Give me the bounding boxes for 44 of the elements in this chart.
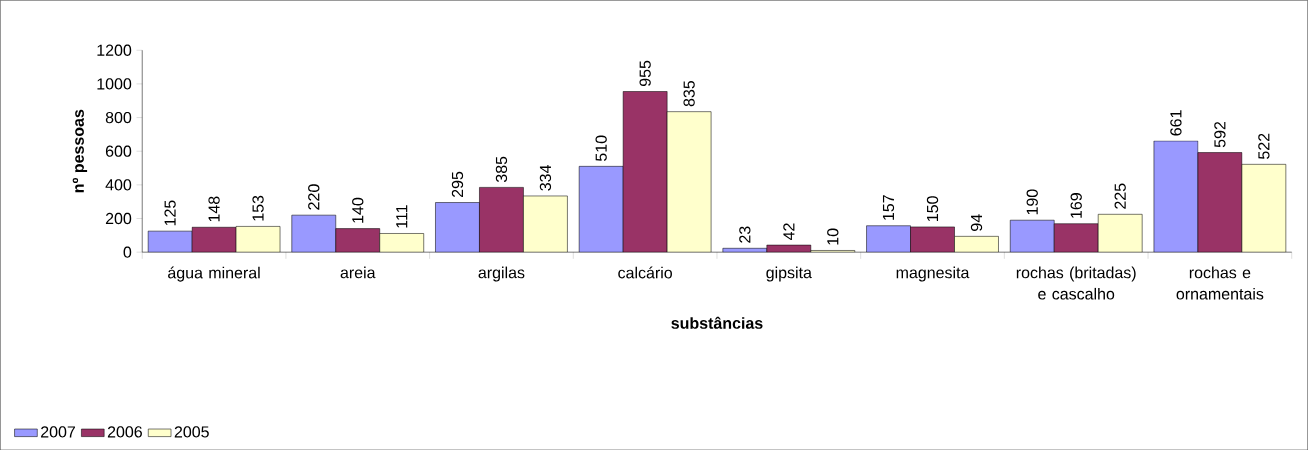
data-label: 661: [1170, 110, 1182, 136]
y-tick-label: 0: [123, 246, 132, 258]
y-tick-label: 200: [105, 212, 132, 224]
x-tick-label: rochas e ornamentais: [1176, 266, 1264, 300]
x-tick-label: rochas (britadas) e cascalho: [1016, 266, 1136, 300]
data-label: 111: [396, 205, 408, 228]
data-label: 157: [882, 194, 895, 220]
y-tick-label: 1200: [97, 44, 132, 56]
data-label: 153: [252, 195, 264, 221]
data-label: 94: [970, 214, 983, 231]
legend-label: 2005: [174, 426, 209, 438]
data-label: 220: [308, 184, 320, 210]
y-tick-label: 800: [105, 111, 132, 124]
data-label: 592: [1214, 121, 1226, 148]
legend-label: 2006: [107, 426, 142, 438]
data-label: 23: [739, 226, 751, 243]
x-tick-label: água mineral: [168, 266, 260, 282]
data-label: 510: [595, 135, 607, 161]
data-label: 169: [1070, 192, 1082, 218]
y-tick-label: 400: [105, 179, 132, 191]
data-label: 148: [208, 196, 220, 222]
y-tick-label: 600: [105, 145, 132, 157]
x-axis-title: substâncias: [671, 316, 763, 329]
x-tick-label: gipsita: [766, 266, 812, 282]
data-label: 295: [451, 171, 464, 197]
data-label: 955: [639, 60, 651, 86]
y-tick-label: 1000: [97, 78, 132, 90]
x-tick-label: calcário: [618, 266, 672, 279]
data-label: 385: [495, 156, 508, 182]
legend-label: 2007: [41, 426, 75, 438]
data-label: 140: [352, 197, 364, 223]
x-tick-label: magnesita: [896, 266, 970, 282]
y-axis-title: nº pessoas: [72, 109, 88, 193]
data-label: 42: [783, 223, 795, 240]
data-label: 334: [539, 164, 552, 191]
data-label: 225: [1114, 183, 1126, 209]
data-label: 150: [926, 195, 939, 221]
x-tick-label: areia: [340, 266, 376, 279]
x-tick-label: argilas: [478, 266, 525, 282]
data-label: 190: [1026, 189, 1038, 215]
data-label: 522: [1258, 133, 1270, 159]
data-label: 125: [164, 200, 176, 226]
data-label: 10: [827, 228, 839, 245]
data-label: 835: [683, 80, 695, 107]
